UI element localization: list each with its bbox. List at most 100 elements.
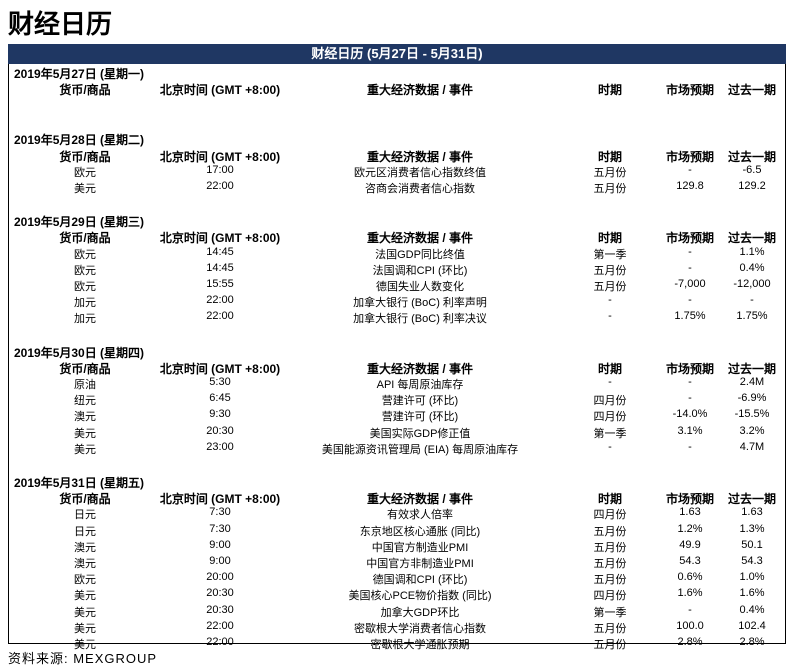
table-cell: 咨商会消费者信心指数 (365, 183, 475, 195)
table-cell: -7,000 (674, 278, 706, 290)
column-header: 北京时间 (GMT +8:00) (159, 231, 281, 246)
column-header: 过去一期 (727, 231, 777, 246)
table-cell: 0.4% (739, 603, 765, 616)
table-cell: 17:00 (206, 163, 234, 176)
table-cell: 1.6% (677, 587, 703, 600)
day-label: 2019年5月29日 (星期三) (14, 215, 145, 230)
table-cell: 22:00 (206, 180, 234, 192)
table-cell: 德国调和CPI (环比) (372, 574, 468, 587)
column-header: 北京时间 (GMT +8:00) (159, 149, 281, 164)
table-cell: 澳元 (74, 411, 96, 424)
table-cell: 1.75% (674, 310, 706, 323)
table-cell: 20:30 (206, 587, 234, 600)
table-cell: 1.1% (739, 245, 765, 258)
table-cell: 密歇根大学通胀预期 (370, 639, 470, 651)
table-cell: - (688, 261, 692, 274)
table-cell: 美国能源资讯管理局 (EIA) 每周原油库存 (321, 443, 519, 456)
table-cell: 15:55 (206, 278, 234, 290)
table-cell: - (608, 294, 612, 307)
table-cell: - (608, 310, 612, 323)
table-cell: 2.8% (677, 636, 703, 648)
table-cell: 营建许可 (环比) (381, 411, 459, 424)
column-header: 北京时间 (GMT +8:00) (159, 83, 281, 98)
table-cell: 6:45 (209, 392, 231, 405)
table-cell: 法国调和CPI (环比) (372, 264, 468, 277)
day-label: 2019年5月27日 (星期一) (14, 67, 145, 81)
table-cell: -6.9% (737, 392, 767, 405)
table-cell: 20:00 (206, 571, 234, 584)
table-cell: 密歇根大学消费者信心指数 (354, 622, 486, 635)
table-cell: 23:00 (206, 440, 234, 453)
column-header: 过去一期 (727, 149, 777, 164)
table-cell: 1.3% (739, 522, 765, 535)
table-cell: 第一季 (593, 427, 627, 440)
column-header: 重大经济数据 / 事件 (366, 83, 474, 98)
table-cell: 1.0% (739, 571, 765, 584)
table-cell: 22:00 (206, 619, 234, 632)
table-cell: 营建许可 (环比) (381, 395, 459, 408)
table-cell: 五月份 (593, 183, 627, 195)
column-header: 北京时间 (GMT +8:00) (159, 361, 281, 376)
column-header: 重大经济数据 / 事件 (366, 231, 474, 246)
table-cell: 美元 (74, 622, 96, 635)
table-cell: 20:30 (206, 424, 234, 437)
table-cell: 100.0 (676, 619, 704, 632)
table-cell: 129.8 (676, 180, 704, 192)
table-cell: 1.75% (736, 310, 768, 323)
table-cell: 欧元区消费者信心指数终值 (354, 166, 486, 179)
table-cell: 欧元 (74, 264, 96, 277)
table-cell: -6.5 (742, 163, 762, 176)
column-header: 时期 (597, 149, 623, 164)
table-cell: 129.2 (738, 180, 766, 192)
table-cell: 1.6% (739, 587, 765, 600)
table-cell: -14.0% (672, 408, 708, 421)
table-cell: - (688, 294, 692, 307)
column-header: 货币/商品 (59, 149, 111, 164)
table-cell: 3.2% (739, 424, 765, 437)
table-cell: -15.5% (734, 408, 770, 421)
table-cell: 2.4M (739, 376, 765, 388)
column-header: 市场预期 (665, 361, 715, 376)
table-cell: 美国核心PCE物价指数 (同比) (348, 590, 492, 603)
table-cell: API 每周原油库存 (376, 379, 464, 391)
column-header: 时期 (597, 361, 623, 376)
day-label: 2019年5月28日 (星期二) (14, 133, 145, 148)
table-cell: 3.1% (677, 424, 703, 437)
table-cell: - (750, 294, 754, 307)
column-header: 时期 (597, 492, 623, 507)
table-cell: 四月份 (593, 411, 627, 424)
column-header: 过去一期 (727, 492, 777, 507)
table-cell: 0.6% (677, 571, 703, 584)
table-cell: 14:45 (206, 261, 234, 274)
table-cell: 9:00 (209, 555, 231, 567)
table-cell: 中国官方非制造业PMI (366, 558, 474, 570)
table-cell: 德国失业人数变化 (376, 281, 464, 293)
table-cell: 7:30 (209, 522, 231, 535)
table-cell: 美元 (74, 590, 96, 603)
table-cell: 纽元 (74, 395, 96, 408)
column-header: 重大经济数据 / 事件 (366, 149, 474, 164)
table-cell: 加拿大GDP环比 (380, 606, 460, 619)
table-cell: 澳元 (74, 541, 96, 554)
table-cell: - (608, 376, 612, 388)
table-cell: 五月份 (593, 281, 627, 293)
table-cell: 14:45 (206, 245, 234, 258)
table-cell: 102.4 (738, 619, 766, 632)
column-header: 市场预期 (665, 83, 715, 98)
table-cell: - (688, 603, 692, 616)
column-header: 市场预期 (665, 492, 715, 507)
table-cell: 加拿大银行 (BoC) 利率声明 (353, 297, 487, 310)
table-cell: 7:30 (209, 506, 231, 519)
table-cell: 欧元 (74, 574, 96, 587)
table-cell: 1.63 (741, 506, 763, 519)
table-title: 财经日历 (5月27日 - 5月31日) (8, 44, 786, 64)
table-cell: 0.4% (739, 261, 765, 274)
table-cell: 美元 (74, 639, 96, 651)
table-cell: 1.2% (677, 522, 703, 535)
table-cell: 5:30 (209, 376, 231, 388)
table-cell: 9:00 (209, 538, 231, 551)
table-cell: 澳元 (74, 558, 96, 570)
table-cell: 美元 (74, 427, 96, 440)
table-cell: 四月份 (593, 590, 627, 603)
table-cell: - (688, 392, 692, 405)
